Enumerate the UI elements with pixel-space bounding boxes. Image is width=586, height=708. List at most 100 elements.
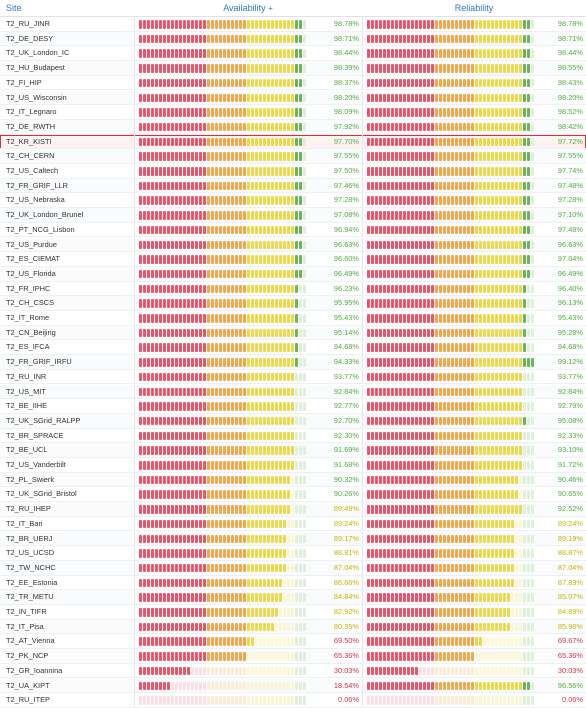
site-name[interactable]: T2_IT_Legnaro — [6, 107, 57, 117]
table-row[interactable]: T2_TW_NCHC 87.04% 87.04% — [0, 560, 586, 576]
reliability-column-header[interactable]: Reliability — [362, 0, 586, 16]
table-row[interactable]: T2_US_Purdue 96.63% 96.63% — [0, 237, 586, 253]
site-name[interactable]: T2_FR_GRIF_LLR — [6, 180, 69, 190]
site-name[interactable]: T2_RU_ITEP — [6, 695, 50, 705]
site-name[interactable]: T2_CH_CERN — [6, 151, 55, 161]
table-row[interactable]: T2_IT_Bari 89.24% 89.24% — [0, 516, 586, 532]
table-row[interactable]: T2_ES_IFCA 94.68% 94.68% — [0, 340, 586, 356]
table-row[interactable]: T2_PT_NCG_Lisbon 96.94% 97.48% — [0, 222, 586, 238]
site-name[interactable]: T2_US_MIT — [6, 386, 46, 396]
table-row[interactable]: T2_US_Vanderbilt 91.68% 91.72% — [0, 458, 586, 473]
site-name[interactable]: T2_RU_INR — [6, 371, 47, 381]
site-name[interactable]: T2_PT_NCG_Lisbon — [6, 224, 75, 234]
site-name[interactable]: T2_ES_CIEMAT — [6, 254, 61, 264]
table-row[interactable]: T2_HU_Budapest 98.39% 98.55% — [0, 61, 586, 76]
table-row[interactable]: T2_CH_CSCS 95.95% 96.13% — [0, 296, 586, 311]
site-name[interactable]: T2_BR_SPRACE — [6, 430, 64, 440]
availability-bar-segment — [211, 137, 214, 147]
table-row[interactable]: T2_AT_Vienna 69.50% 69.67% — [0, 634, 586, 650]
table-row[interactable]: T2_KR_KISTI 97.70% 97.72% — [0, 134, 586, 150]
site-name[interactable]: T2_FR_IPHC — [6, 283, 51, 293]
site-name[interactable]: T2_DE_RWTH — [6, 121, 56, 131]
table-row[interactable]: T2_CN_Beijing 95.14% 95.28% — [0, 325, 586, 341]
site-name[interactable]: T2_RU_JINR — [6, 19, 50, 28]
site-name[interactable]: T2_EE_Estonia — [6, 577, 58, 587]
table-row[interactable]: T2_RU_ITEP 0.06% 0.06% — [0, 693, 586, 708]
table-row[interactable]: T2_DE_RWTH 97.92% 98.42% — [0, 119, 586, 135]
site-name[interactable]: T2_UA_KIPT — [6, 680, 50, 690]
site-name[interactable]: T2_IT_Rome — [6, 313, 50, 322]
table-row[interactable]: T2_US_Wisconsin 98.20% 98.20% — [0, 90, 586, 106]
site-name[interactable]: T2_CH_CSCS — [6, 298, 55, 308]
site-name[interactable]: T2_US_Wisconsin — [6, 92, 67, 102]
table-row[interactable]: T2_UK_SGrid_Bristol 90.26% 90.65% — [0, 487, 586, 503]
table-row[interactable]: T2_RU_JINR 98.78% 98.78% — [0, 17, 586, 32]
table-row[interactable]: T2_RU_IHEP 89.49% 92.52% — [0, 502, 586, 517]
site-name[interactable]: T2_BR_UERJ — [6, 533, 53, 543]
site-name[interactable]: T2_BE_IIHE — [6, 401, 48, 411]
site-name[interactable]: T2_GR_Ioannina — [6, 665, 63, 675]
site-name[interactable]: T2_BE_UCL — [6, 445, 48, 455]
availability-column-header[interactable]: Availability + — [134, 0, 362, 16]
table-row[interactable]: T2_FR_GRIF_LLR 97.46% 97.48% — [0, 178, 586, 194]
table-row[interactable]: T2_US_MIT 92.84% 92.84% — [0, 384, 586, 400]
site-name[interactable]: T2_US_Vanderbilt — [6, 460, 66, 469]
table-row[interactable]: T2_PK_NCP 65.36% 65.36% — [0, 649, 586, 664]
site-name[interactable]: T2_PL_Swierk — [6, 474, 55, 484]
site-name[interactable]: T2_DE_DESY — [6, 33, 54, 43]
table-row[interactable]: T2_TR_METU 84.84% 85.07% — [0, 590, 586, 605]
site-name[interactable]: T2_IT_Pisa — [6, 621, 44, 631]
site-name[interactable]: T2_IT_Bari — [6, 518, 43, 528]
table-row[interactable]: T2_UK_London_IC 98.44% 98.44% — [0, 46, 586, 62]
site-name[interactable]: T2_UK_SGrid_RALPP — [6, 415, 81, 425]
table-row[interactable]: T2_IT_Legnaro 98.09% 98.52% — [0, 105, 586, 120]
site-name[interactable]: T2_RU_IHEP — [6, 504, 51, 514]
site-name[interactable]: T2_TR_METU — [6, 592, 54, 602]
table-row[interactable]: T2_FR_IPHC 96.23% 96.40% — [0, 281, 586, 297]
table-row[interactable]: T2_UK_SGrid_RALPP 92.70% 95.08% — [0, 413, 586, 429]
site-name[interactable]: T2_KR_KISTI — [6, 136, 52, 146]
site-name[interactable]: T2_US_Caltech — [6, 166, 59, 175]
site-name[interactable]: T2_US_UCSD — [6, 548, 55, 558]
site-column-header[interactable]: Site — [6, 0, 126, 16]
site-name[interactable]: T2_FI_HIP — [6, 77, 42, 87]
table-row[interactable]: T2_ES_CIEMAT 96.60% 97.04% — [0, 252, 586, 267]
table-row[interactable]: T2_FR_GRIF_IRFU 94.33% 99.12% — [0, 355, 586, 370]
site-name[interactable]: T2_CN_Beijing — [6, 327, 56, 337]
site-name[interactable]: T2_PK_NCP — [6, 651, 49, 661]
site-name[interactable]: T2_AT_Vienna — [6, 636, 55, 646]
table-row[interactable]: T2_IN_TIFR 82.92% 84.89% — [0, 605, 586, 620]
availability-bar-segment — [243, 122, 246, 132]
table-row[interactable]: T2_BE_IIHE 92.77% 92.79% — [0, 399, 586, 414]
table-row[interactable]: T2_BE_UCL 91.69% 93.10% — [0, 443, 586, 458]
table-row[interactable]: T2_IT_Pisa 80.35% 85.96% — [0, 619, 586, 635]
table-row[interactable]: T2_BR_SPRACE 92.30% 92.33% — [0, 428, 586, 444]
site-name[interactable]: T2_US_Purdue — [6, 239, 57, 249]
site-name[interactable]: T2_US_Florida — [6, 268, 56, 278]
table-row[interactable]: T2_RU_INR 93.77% 93.77% — [0, 369, 586, 385]
site-name[interactable]: T2_UK_London_Brunel — [6, 210, 84, 220]
table-row[interactable]: T2_US_Caltech 97.50% 97.74% — [0, 164, 586, 179]
table-row[interactable]: T2_GR_Ioannina 30.03% 30.03% — [0, 663, 586, 679]
table-row[interactable]: T2_US_Nebraska 97.28% 97.28% — [0, 193, 586, 209]
table-row[interactable]: T2_EE_Estonia 86.66% 87.83% — [0, 575, 586, 591]
table-row[interactable]: T2_BR_UERJ 89.17% 89.19% — [0, 531, 586, 547]
site-name[interactable]: T2_HU_Budapest — [6, 63, 65, 73]
site-name[interactable]: T2_TW_NCHC — [6, 562, 56, 572]
table-row[interactable]: T2_UA_KIPT 18.54% 96.56% — [0, 678, 586, 694]
table-row[interactable]: T2_US_Florida 96.49% 96.49% — [0, 266, 586, 282]
site-name[interactable]: T2_ES_IFCA — [6, 342, 50, 352]
site-name[interactable]: T2_UK_London_IC — [6, 48, 70, 58]
table-row[interactable]: T2_UK_London_Brunel 97.08% 97.10% — [0, 208, 586, 223]
site-name[interactable]: T2_FR_GRIF_IRFU — [6, 357, 72, 367]
site-name[interactable]: T2_US_Nebraska — [6, 195, 65, 205]
reliability-bar-segment — [527, 696, 530, 705]
table-row[interactable]: T2_DE_DESY 98.71% 98.71% — [0, 31, 586, 47]
table-row[interactable]: T2_IT_Rome 95.43% 95.43% — [0, 311, 586, 326]
table-row[interactable]: T2_CH_CERN 97.55% 97.55% — [0, 149, 586, 164]
table-row[interactable]: T2_US_UCSD 88.81% 88.87% — [0, 546, 586, 561]
site-name[interactable]: T2_IN_TIFR — [6, 607, 47, 616]
site-name[interactable]: T2_UK_SGrid_Bristol — [6, 489, 77, 499]
table-row[interactable]: T2_FI_HIP 98.37% 98.43% — [0, 75, 586, 91]
table-row[interactable]: T2_PL_Swierk 90.32% 90.46% — [0, 472, 586, 488]
